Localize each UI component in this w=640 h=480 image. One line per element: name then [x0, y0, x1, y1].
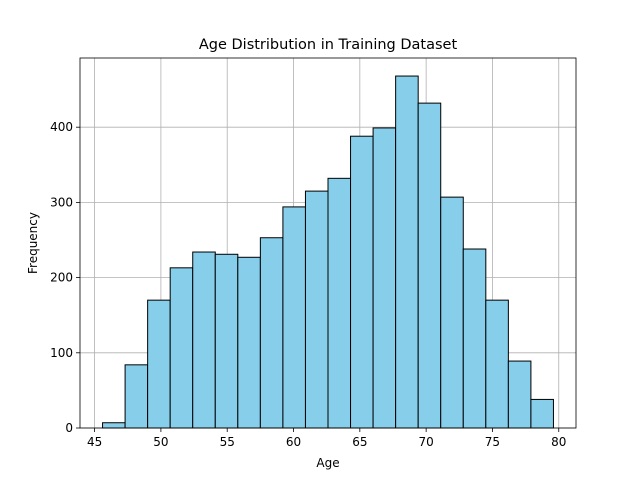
y-axis-ticks: 0 100 200 300 400 [50, 120, 80, 435]
histogram-bar [259, 237, 284, 429]
x-tick-label: 65 [352, 435, 367, 449]
histogram-bar [214, 253, 239, 429]
histogram-bar [327, 177, 352, 429]
histogram-bar [282, 206, 306, 429]
histogram-bar [507, 360, 532, 429]
histogram-bar [350, 135, 374, 429]
x-tick-label: 75 [485, 435, 500, 449]
histogram-bar [485, 299, 509, 429]
histogram-bar [417, 102, 442, 429]
histogram-bar [192, 251, 216, 429]
histogram-bar [530, 398, 554, 429]
y-tick-label: 100 [50, 346, 73, 360]
x-tick-label: 55 [220, 435, 235, 449]
x-tick-label: 60 [286, 435, 301, 449]
x-tick-label: 70 [418, 435, 433, 449]
y-tick-label: 300 [50, 195, 73, 209]
histogram-bars [102, 75, 554, 429]
histogram-bar [440, 196, 464, 429]
x-tick-label: 50 [153, 435, 168, 449]
histogram-bar [237, 256, 261, 429]
histogram-bar [372, 127, 397, 429]
plot-frame [79, 57, 577, 429]
histogram-bar [147, 299, 171, 429]
chart-title: Age Distribution in Training Dataset [199, 37, 458, 53]
histogram-bar [462, 248, 487, 429]
histogram-bar [102, 422, 126, 429]
y-axis-label: Frequency [26, 212, 40, 274]
histogram-bar [124, 364, 149, 429]
histogram-bar [304, 190, 329, 429]
histogram-bar [395, 75, 419, 429]
y-tick-label: 400 [50, 120, 73, 134]
x-axis-ticks: 45 50 55 60 65 70 75 80 [87, 428, 566, 449]
y-tick-label: 0 [65, 421, 73, 435]
x-tick-label: 45 [87, 435, 102, 449]
y-tick-label: 200 [50, 271, 73, 285]
x-axis-label: Age [316, 456, 339, 470]
x-tick-label: 80 [551, 435, 566, 449]
histogram-bar [169, 267, 194, 429]
